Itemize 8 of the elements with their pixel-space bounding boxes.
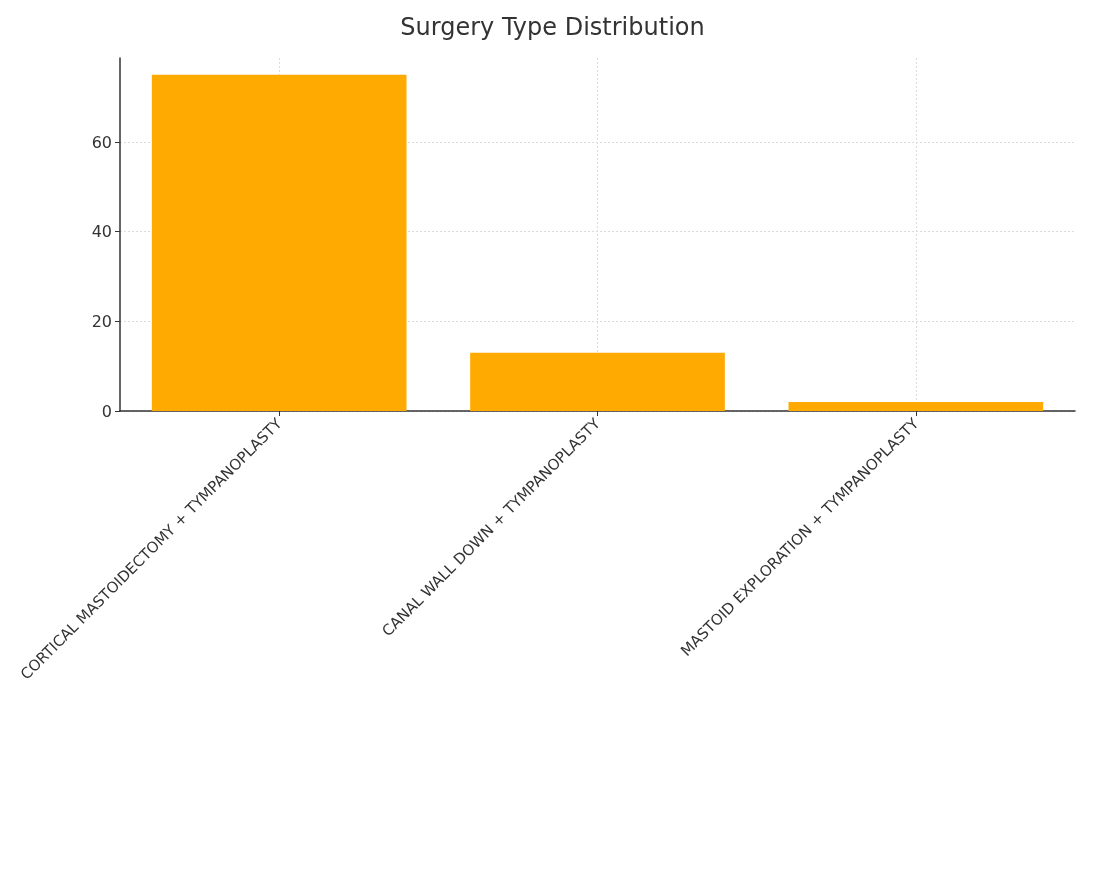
y-tick-label: 0 (101, 401, 112, 421)
y-tick-label: 20 (91, 311, 112, 331)
bar (470, 352, 725, 411)
bar (788, 402, 1044, 411)
chart-title: Surgery Type Distribution (400, 13, 705, 41)
bar (151, 74, 407, 411)
y-tick-label: 60 (91, 132, 112, 152)
y-tick-label: 40 (91, 222, 112, 242)
